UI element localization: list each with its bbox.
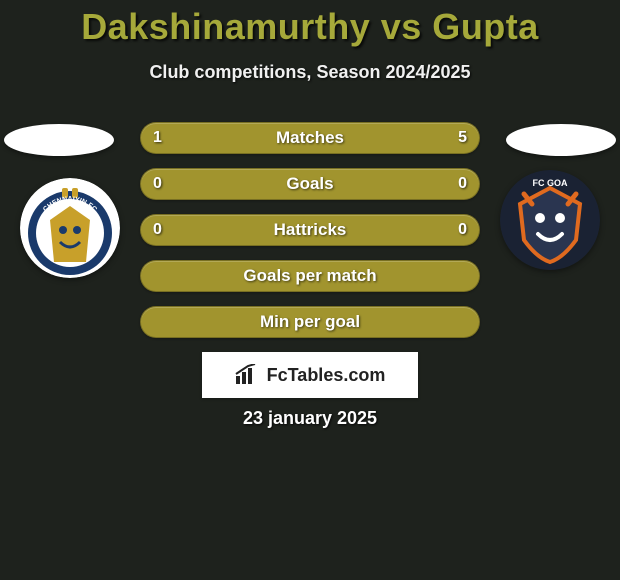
stat-right-value: 0: [458, 175, 467, 193]
left-player-slot: [4, 124, 114, 156]
stat-label: Goals: [286, 174, 333, 194]
stat-label: Goals per match: [243, 266, 376, 286]
right-club-crest: FC GOA: [500, 170, 600, 270]
right-player-slot: [506, 124, 616, 156]
stat-right-value: 0: [458, 221, 467, 239]
watermark: FcTables.com: [202, 352, 418, 398]
stat-row-matches: 1 Matches 5: [140, 122, 480, 154]
stats-list: 1 Matches 5 0 Goals 0 0 Hattricks 0 Goal…: [140, 122, 480, 352]
comparison-card: Dakshinamurthy vs Gupta Club competition…: [0, 0, 620, 580]
stat-row-goals: 0 Goals 0: [140, 168, 480, 200]
fcgoa-icon: FC GOA: [500, 170, 600, 270]
stat-label: Min per goal: [260, 312, 360, 332]
subtitle: Club competitions, Season 2024/2025: [0, 62, 620, 83]
bar-chart-icon: [235, 364, 261, 386]
watermark-text: FcTables.com: [267, 365, 386, 386]
stat-label: Hattricks: [274, 220, 347, 240]
snapshot-date: 23 january 2025: [0, 408, 620, 429]
stat-left-value: 1: [153, 129, 162, 147]
stat-row-hattricks: 0 Hattricks 0: [140, 214, 480, 246]
stat-right-value: 5: [458, 129, 467, 147]
stat-label: Matches: [276, 128, 344, 148]
stat-left-value: 0: [153, 175, 162, 193]
left-club-crest: CHENNAIYIN FC: [20, 178, 120, 278]
stat-row-goals-per-match: Goals per match: [140, 260, 480, 292]
page-title: Dakshinamurthy vs Gupta: [0, 6, 620, 48]
chennaiyin-icon: CHENNAIYIN FC: [20, 178, 120, 278]
stat-row-min-per-goal: Min per goal: [140, 306, 480, 338]
stat-left-value: 0: [153, 221, 162, 239]
svg-text:FC GOA: FC GOA: [533, 178, 568, 188]
